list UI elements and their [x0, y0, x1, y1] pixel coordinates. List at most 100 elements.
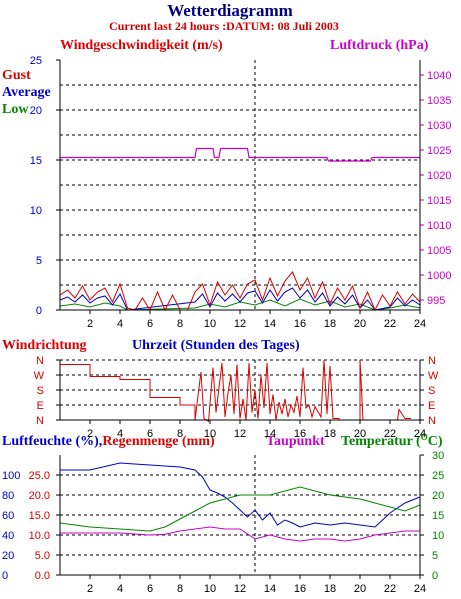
humidity-tick-label: 80: [2, 490, 14, 502]
direction-x-tick-label: 8: [177, 428, 183, 440]
wind-y-tick-label: 25: [30, 55, 42, 67]
humidity-tick-label: 20: [2, 550, 14, 562]
wind-y-tick-label: 15: [30, 155, 42, 167]
direction-x-tick-label: 6: [147, 428, 153, 440]
legend-average: Average: [2, 85, 51, 100]
humidity-x-tick-label: 14: [264, 583, 276, 595]
wind-gust-series: [59, 271, 421, 312]
wind-average-series: [59, 287, 421, 311]
rain-tick-label: 0.0: [35, 570, 50, 582]
direction-x-tick-label: 4: [117, 428, 123, 440]
rain-tick-label: 15.0: [29, 510, 50, 522]
pressure-y-tick-label: 1020: [427, 170, 451, 182]
humidity-x-tick-label: 12: [234, 583, 246, 595]
wind-x-tick-label: 6: [147, 318, 153, 330]
temperature-title-unit: C): [428, 434, 443, 449]
temperature-tick-label: 0: [432, 570, 438, 582]
pressure-y-tick-label: 1010: [427, 220, 451, 232]
wind-x-tick-label: 22: [384, 318, 396, 330]
legend-low: Low: [2, 102, 29, 117]
pressure-title: Luftdruck (hPa): [330, 38, 429, 53]
humidity-x-tick-label: 16: [294, 583, 306, 595]
direction-x-tick-label: 2: [87, 428, 93, 440]
wind-x-tick-label: 12: [234, 318, 246, 330]
pressure-series: [60, 147, 420, 162]
humidity-tick-label: 60: [2, 510, 14, 522]
wind-y-tick-label: 10: [30, 205, 42, 217]
pressure-y-tick-label: 1025: [427, 145, 451, 157]
temperature-tick-label: 10: [432, 530, 444, 542]
wind-x-tick-label: 14: [264, 318, 276, 330]
wind-x-tick-label: 24: [414, 318, 426, 330]
direction-right-label: S: [428, 385, 435, 397]
wind-speed-title: Windgeschwindigkeit (m/s): [60, 38, 223, 53]
pressure-y-tick-label: 1030: [427, 120, 451, 132]
humidity-x-tick-label: 8: [177, 583, 183, 595]
wind-x-tick-label: 10: [204, 318, 216, 330]
humidity-tick-label: 100: [2, 470, 20, 482]
rain-tick-label: 5.0: [35, 550, 50, 562]
humidity-x-tick-label: 20: [354, 583, 366, 595]
temperature-tick-label: 25: [432, 470, 444, 482]
direction-left-label: S: [37, 385, 44, 397]
temperature-title: Temperatur (OC): [341, 432, 443, 449]
direction-right-label: N: [428, 355, 436, 367]
humidity-title: Luftfeuchte (%),Regenmenge (mm): [2, 434, 215, 449]
direction-x-tick-label: 16: [294, 428, 306, 440]
wind-y-tick-label: 0: [36, 305, 42, 317]
direction-left-label: W: [34, 370, 45, 382]
humidity-x-tick-label: 22: [384, 583, 396, 595]
wind-x-tick-label: 2: [87, 318, 93, 330]
dewpoint-title: Taupunkt: [266, 434, 325, 449]
rain-tick-label: 25.0: [29, 470, 50, 482]
wind-low-series: [59, 298, 421, 311]
direction-x-tick-label: 18: [324, 428, 336, 440]
temperature-tick-label: 15: [432, 510, 444, 522]
temperature-tick-label: 20: [432, 490, 444, 502]
humidity-title-text: Luftfeuchte (%),: [2, 434, 102, 449]
temperature-tick-label: 30: [432, 450, 444, 462]
temperature-tick-label: 5: [432, 550, 438, 562]
wind-x-tick-label: 20: [354, 318, 366, 330]
legend-gust: Gust: [2, 68, 31, 83]
direction-x-tick-label: 20: [354, 428, 366, 440]
humidity-x-tick-label: 24: [414, 583, 426, 595]
direction-left-label: E: [37, 400, 44, 412]
humidity-x-tick-label: 4: [117, 583, 123, 595]
wind-y-tick-label: 20: [30, 105, 42, 117]
wind-x-tick-label: 16: [294, 318, 306, 330]
rain-tick-label: 10.0: [29, 530, 50, 542]
wind-y-tick-label: 5: [36, 255, 42, 267]
axes-layer: [56, 59, 424, 579]
ticks-layer: 0510152025995100010051010101510201025103…: [2, 55, 451, 595]
direction-left-label: N: [36, 415, 44, 427]
wind-direction-series: [60, 359, 411, 423]
wind-x-tick-label: 8: [177, 318, 183, 330]
rain-title-text: Regenmenge (mm): [102, 434, 215, 449]
humidity-series: [60, 462, 421, 528]
humidity-tick-label: 0: [2, 570, 8, 582]
pressure-y-tick-label: 995: [427, 295, 445, 307]
pressure-y-tick-label: 1000: [427, 270, 451, 282]
data-layer: [59, 147, 421, 576]
direction-x-tick-label: 10: [204, 428, 216, 440]
direction-x-tick-label: 14: [264, 428, 276, 440]
temperature-title-text: Temperatur (: [341, 434, 421, 449]
chart-title: Wetterdiagramm: [167, 1, 293, 20]
direction-x-tick-label: 22: [384, 428, 396, 440]
wind-x-tick-label: 4: [117, 318, 123, 330]
humidity-x-tick-label: 6: [147, 583, 153, 595]
temperature-series: [59, 486, 421, 532]
humidity-x-tick-label: 2: [87, 583, 93, 595]
rain-tick-label: 20.0: [29, 490, 50, 502]
temperature-title-degree: O: [421, 432, 428, 442]
direction-x-tick-label: 24: [414, 428, 426, 440]
direction-x-tick-label: 12: [234, 428, 246, 440]
direction-right-label: E: [428, 400, 435, 412]
humidity-x-tick-label: 10: [204, 583, 216, 595]
dewpoint-series: [60, 526, 420, 542]
humidity-tick-label: 40: [2, 530, 14, 542]
humidity-x-tick-label: 18: [324, 583, 336, 595]
pressure-y-tick-label: 1015: [427, 195, 451, 207]
